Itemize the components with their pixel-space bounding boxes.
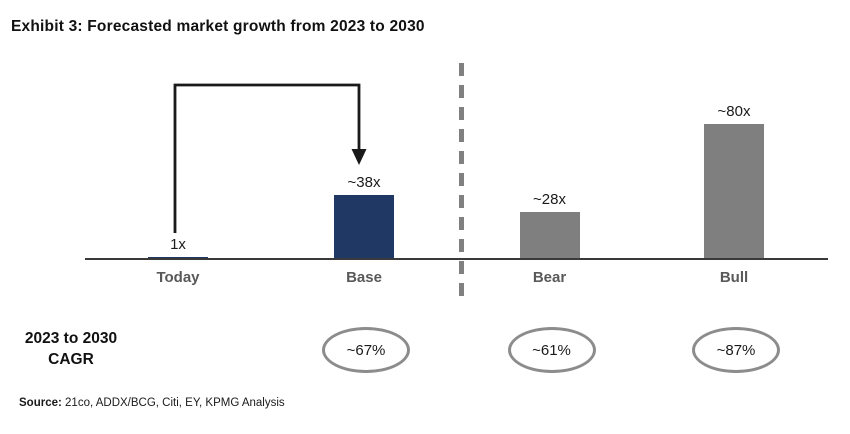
axis-label-bull: Bull: [719, 269, 749, 286]
cagr-oval-bull: ~87%: [692, 327, 780, 373]
source-prefix: Source:: [19, 397, 62, 409]
bar-bear: [519, 211, 580, 259]
cagr-row-label-line2: CAGR: [48, 350, 94, 368]
bar-value-label-bear: ~28x: [533, 190, 566, 208]
bar-bull: [704, 123, 764, 259]
cagr-value-bear: ~61%: [532, 341, 571, 359]
source-text: 21co, ADDX/BCG, Citi, EY, KPMG Analysis: [61, 397, 285, 409]
source-note: Source: 21co, ADDX/BCG, Citi, EY, KPMG A…: [19, 397, 285, 409]
cagr-row-label-line1: 2023 to 2030: [24, 330, 118, 347]
cagr-row-label: 2023 to 2030 CAGR: [8, 329, 134, 371]
chart-title: Exhibit 3: Forecasted market growth from…: [11, 18, 425, 35]
axis-label-today: Today: [156, 269, 200, 286]
axis-label-base: Base: [346, 269, 382, 286]
cagr-oval-bear: ~61%: [507, 327, 596, 373]
cagr-value-base: ~67%: [346, 341, 386, 359]
bar-value-label-today: 1x: [170, 235, 186, 253]
bar-today: [148, 256, 208, 259]
scenario-divider-dashed-line: [459, 63, 464, 304]
bar-base: [334, 194, 394, 259]
bar-value-label-base: ~38x: [347, 173, 381, 191]
cagr-oval-base: ~67%: [322, 327, 410, 373]
x-axis-line: [85, 258, 828, 261]
bar-value-label-bull: ~80x: [717, 102, 751, 120]
axis-label-bear: Bear: [532, 269, 567, 286]
cagr-value-bull: ~87%: [716, 341, 756, 359]
